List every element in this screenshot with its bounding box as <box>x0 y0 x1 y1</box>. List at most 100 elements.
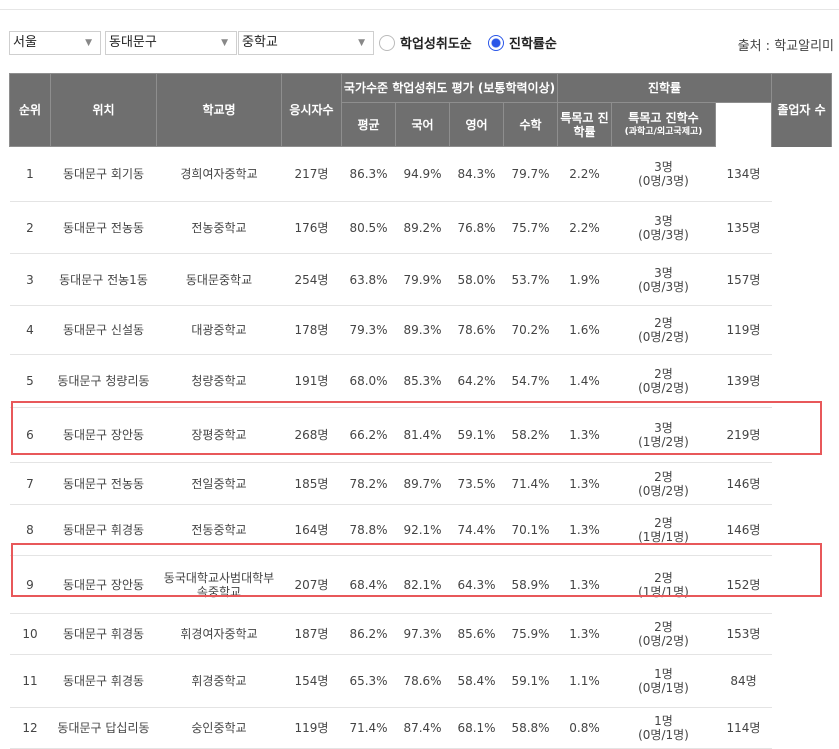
table-row[interactable]: 11 동대문구 휘경동 휘경중학교 154명 65.3% 78.6% 58.4% 59.1% 1… <box>9 654 832 708</box>
radio-off-icon <box>379 35 395 51</box>
table-row[interactable]: 12 동대문구 답십리동 숭인중학교 119명 71.4% 87.4% 68.1% 58.8%… <box>9 707 832 749</box>
graduates-cell: 134명 <box>715 146 772 202</box>
special-count-cell: 2명 (0명/2명) <box>611 305 716 355</box>
special-count-total: 2명 <box>654 570 673 585</box>
sort-progress-radio[interactable]: 진학률순 <box>488 33 557 53</box>
region-select[interactable]: 서울 ▼ <box>9 31 101 55</box>
school-ranking-table: 순위 위치 학교명 응시자수 국가수준 학업성취도 평가 (보통학력이상) 진학… <box>9 73 832 749</box>
examinees-cell: 164명 <box>281 504 342 556</box>
korean-cell: 89.3% <box>395 305 450 355</box>
header-korean[interactable]: 국어 <box>395 102 450 147</box>
header-progress-group: 진학률 <box>557 73 772 103</box>
sort-achievement-radio[interactable]: 학업성취도순 <box>379 33 472 53</box>
special-rate-cell: 1.3% <box>557 613 612 655</box>
special-count-total: 2명 <box>654 516 673 530</box>
header-examinees[interactable]: 응시자수 <box>281 73 342 147</box>
math-cell: 75.7% <box>503 201 558 254</box>
location-cell: 동대문구 전농1동 <box>50 253 157 306</box>
location-cell: 동대문구 답십리동 <box>50 707 157 749</box>
location-cell: 동대문구 신설동 <box>50 305 157 355</box>
filter-bar: 서울 ▼ 동대문구 ▼ 중학교 ▼ 학업성취도순 진학률순 출처 : 학교알리미 <box>9 31 834 57</box>
header-math[interactable]: 수학 <box>503 102 558 147</box>
header-graduates[interactable]: 졸업자 수 <box>771 73 832 147</box>
header-graduates-label: 졸업자 수 <box>777 103 826 118</box>
graduates-cell: 119명 <box>715 305 772 355</box>
special-count-detail: (1명/1명) <box>638 530 689 544</box>
school-level-select[interactable]: 중학교 ▼ <box>238 31 374 55</box>
header-special-count-sub: (과학고/외고국제고) <box>624 126 703 137</box>
special-rate-cell: 1.3% <box>557 504 612 556</box>
special-rate-cell: 1.9% <box>557 253 612 306</box>
math-cell: 53.7% <box>503 253 558 306</box>
table-row[interactable]: 7 동대문구 전농동 전일중학교 185명 78.2% 89.7% 73.5% 71.4% 1.… <box>9 462 832 505</box>
korean-cell: 87.4% <box>395 707 450 749</box>
header-special-rate[interactable]: 특목고 진학률 <box>557 102 612 147</box>
rank-cell: 10 <box>9 613 51 655</box>
graduates-cell: 84명 <box>715 654 772 708</box>
header-school[interactable]: 학교명 <box>156 73 282 147</box>
table-row[interactable]: 5 동대문구 청량리동 청량중학교 191명 68.0% 85.3% 64.2% 54.7% 1… <box>9 354 832 408</box>
table-row[interactable]: 4 동대문구 신설동 대광중학교 178명 79.3% 89.3% 78.6% 70.2% 1.… <box>9 305 832 355</box>
header-special-count[interactable]: 특목고 진학수 (과학고/외고국제고) <box>611 102 716 147</box>
table-row[interactable]: 10 동대문구 휘경동 휘경여자중학교 187명 86.2% 97.3% 85.6% 75.9… <box>9 613 832 655</box>
graduates-cell: 152명 <box>715 555 772 614</box>
school-cell: 전동중학교 <box>156 504 282 556</box>
chevron-down-icon: ▼ <box>221 38 228 48</box>
graduates-cell: 146명 <box>715 504 772 556</box>
region-select-value: 서울 <box>13 35 37 50</box>
special-count-total: 2명 <box>654 469 673 484</box>
rank-cell: 4 <box>9 305 51 355</box>
table-row[interactable]: 9 동대문구 장안동 동국대학교사범대학부속중학교 207명 68.4% 82.1% 64.… <box>9 555 832 614</box>
school-cell: 동대문중학교 <box>156 253 282 306</box>
radio-on-icon <box>488 35 504 51</box>
math-cell: 71.4% <box>503 462 558 505</box>
header-english[interactable]: 영어 <box>449 102 504 147</box>
source-label: 출처 : 학교알리미 <box>737 39 834 54</box>
special-count-cell: 2명 (0명/2명) <box>611 613 716 655</box>
examinees-cell: 119명 <box>281 707 342 749</box>
header-rank[interactable]: 순위 <box>9 73 51 147</box>
location-cell: 동대문구 휘경동 <box>50 613 157 655</box>
avg-cell: 63.8% <box>341 253 396 306</box>
english-cell: 76.8% <box>449 201 504 254</box>
examinees-cell: 254명 <box>281 253 342 306</box>
school-cell: 휘경중학교 <box>156 654 282 708</box>
math-cell: 58.8% <box>503 707 558 749</box>
rank-cell: 11 <box>9 654 51 708</box>
special-count-detail: (0명/2명) <box>638 634 689 648</box>
table-row[interactable]: 2 동대문구 전농동 전농중학교 176명 80.5% 89.2% 76.8% 75.7% 2.… <box>9 201 832 254</box>
header-avg[interactable]: 평균 <box>341 102 396 147</box>
english-cell: 85.6% <box>449 613 504 655</box>
graduates-cell: 135명 <box>715 201 772 254</box>
special-count-total: 3명 <box>654 421 673 435</box>
table-row[interactable]: 3 동대문구 전농1동 동대문중학교 254명 63.8% 79.9% 58.0% 53.7%… <box>9 253 832 306</box>
location-cell: 동대문구 휘경동 <box>50 654 157 708</box>
special-count-cell: 2명 (1명/1명) <box>611 504 716 556</box>
special-count-detail: (0명/3명) <box>638 174 689 188</box>
rank-cell: 1 <box>9 146 51 202</box>
rank-cell: 2 <box>9 201 51 254</box>
special-count-total: 3명 <box>654 213 673 228</box>
location-cell: 동대문구 전농동 <box>50 201 157 254</box>
location-cell: 동대문구 회기동 <box>50 146 157 202</box>
table-row[interactable]: 8 동대문구 휘경동 전동중학교 164명 78.8% 92.1% 74.4% 70.1% 1.… <box>9 504 832 556</box>
examinees-cell: 176명 <box>281 201 342 254</box>
table-row[interactable]: 1 동대문구 회기동 경희여자중학교 217명 86.3% 94.9% 84.3% 79.7%… <box>9 146 832 202</box>
chevron-down-icon: ▼ <box>85 38 92 48</box>
graduates-cell: 157명 <box>715 253 772 306</box>
graduates-cell: 153명 <box>715 613 772 655</box>
header-location[interactable]: 위치 <box>50 73 157 147</box>
school-level-select-value: 중학교 <box>242 35 278 50</box>
location-cell: 동대문구 청량리동 <box>50 354 157 408</box>
district-select-value: 동대문구 <box>109 35 157 50</box>
table-body: 1 동대문구 회기동 경희여자중학교 217명 86.3% 94.9% 84.3% 79.7%… <box>9 146 832 749</box>
english-cell: 74.4% <box>449 504 504 556</box>
avg-cell: 86.2% <box>341 613 396 655</box>
special-count-cell: 1명 (0명/1명) <box>611 707 716 749</box>
rank-cell: 5 <box>9 354 51 408</box>
special-count-cell: 3명 (0명/3명) <box>611 253 716 306</box>
avg-cell: 65.3% <box>341 654 396 708</box>
school-cell: 숭인중학교 <box>156 707 282 749</box>
chevron-down-icon: ▼ <box>358 38 365 48</box>
district-select[interactable]: 동대문구 ▼ <box>105 31 237 55</box>
